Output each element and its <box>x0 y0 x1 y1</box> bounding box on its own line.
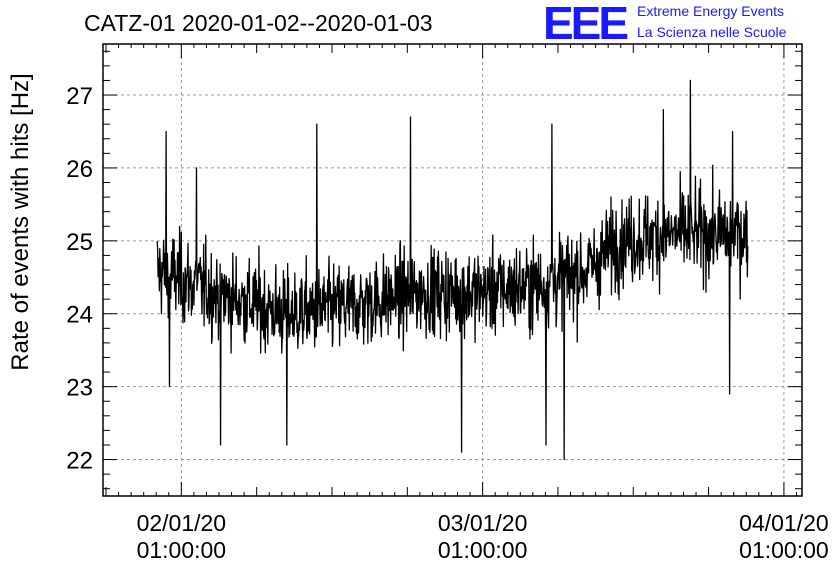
x-tick-label-time: 01:00:00 <box>137 537 227 563</box>
y-tick-label: 24 <box>66 302 93 329</box>
x-tick-label-time: 01:00:00 <box>739 537 829 563</box>
plot-frame <box>102 43 803 497</box>
axes <box>102 43 803 497</box>
y-tick-label: 23 <box>66 375 93 402</box>
chart-title: CATZ-01 2020-01-02--2020-01-03 <box>84 10 433 36</box>
logo-line-1: Extreme Energy Events <box>637 3 785 19</box>
x-tick-label-date: 03/01/20 <box>438 510 528 536</box>
x-tick-label-time: 01:00:00 <box>438 537 528 563</box>
axis-labels: 22232425262702/01/2001:00:0003/01/2001:0… <box>66 83 828 563</box>
eee-logo: EEE <box>543 0 629 49</box>
rate-series-path <box>156 79 749 461</box>
y-axis-label: Rate of events with hits [Hz] <box>7 73 34 370</box>
grid-lines <box>103 44 802 496</box>
y-tick-label: 25 <box>66 229 93 256</box>
y-tick-label: 26 <box>66 156 93 183</box>
y-tick-label: 27 <box>66 83 93 110</box>
series-line <box>156 79 749 461</box>
y-tick-label: 22 <box>66 448 93 475</box>
logo-line-2: La Scienza nelle Scuole <box>637 24 787 40</box>
x-tick-label-date: 02/01/20 <box>137 510 227 536</box>
x-tick-label-date: 04/01/20 <box>739 510 829 536</box>
